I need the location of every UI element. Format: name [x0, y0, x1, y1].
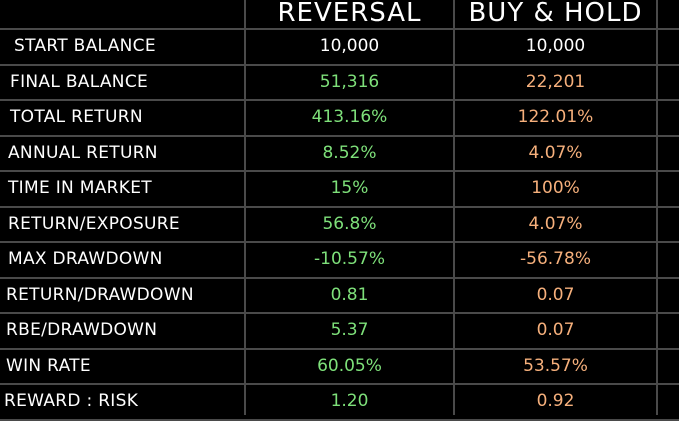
- reversal-value: 1.20: [330, 391, 369, 411]
- row-label: START BALANCE: [14, 36, 156, 56]
- reversal-value: 413.16%: [311, 107, 388, 127]
- table-row: TOTAL RETURN 413.16% 122.01%: [0, 100, 679, 135]
- buy-hold-value: 4.07%: [528, 143, 583, 163]
- reversal-value: 60.05%: [317, 356, 382, 376]
- header-buy-hold: BUY & HOLD: [468, 0, 643, 28]
- row-label: RETURN/DRAWDOWN: [6, 285, 194, 305]
- reversal-value: 8.52%: [322, 143, 377, 163]
- table-row: RETURN/EXPOSURE 56.8% 4.07%: [0, 207, 679, 242]
- reversal-value: 10,000: [319, 36, 380, 56]
- table-row: RBE/DRAWDOWN 5.37 0.07: [0, 313, 679, 348]
- row-label: TOTAL RETURN: [10, 107, 143, 127]
- buy-hold-value: 10,000: [525, 36, 586, 56]
- row-divider: [0, 99, 679, 101]
- header-reversal: REVERSAL: [277, 0, 422, 28]
- row-divider: [0, 64, 679, 66]
- reversal-value: 15%: [330, 178, 369, 198]
- row-divider: [0, 28, 679, 30]
- reversal-value: 0.81: [330, 285, 369, 305]
- table-row: MAX DRAWDOWN -10.57% -56.78%: [0, 242, 679, 277]
- reversal-value: -10.57%: [314, 249, 385, 269]
- row-label: MAX DRAWDOWN: [8, 249, 163, 269]
- reversal-value: 51,316: [319, 72, 380, 92]
- row-label: RETURN/EXPOSURE: [8, 214, 180, 234]
- table-row: START BALANCE 10,000 10,000: [0, 29, 679, 64]
- table-row: REWARD : RISK 1.20 0.92: [0, 384, 679, 419]
- table-row: RETURN/DRAWDOWN 0.81 0.07: [0, 278, 679, 313]
- table-row: ANNUAL RETURN 8.52% 4.07%: [0, 136, 679, 171]
- row-label: REWARD : RISK: [4, 391, 139, 411]
- buy-hold-value: 4.07%: [528, 214, 583, 234]
- row-divider: [0, 348, 679, 350]
- reversal-value: 5.37: [330, 320, 369, 340]
- row-label: FINAL BALANCE: [10, 72, 149, 92]
- reversal-value: 56.8%: [322, 214, 377, 234]
- row-divider: [0, 206, 679, 208]
- row-label: RBE/DRAWDOWN: [6, 320, 158, 340]
- table-row: FINAL BALANCE 51,316 22,201: [0, 65, 679, 100]
- buy-hold-value: -56.78%: [520, 249, 591, 269]
- table-row: WIN RATE 60.05% 53.57%: [0, 349, 679, 384]
- buy-hold-value: 100%: [531, 178, 580, 198]
- row-divider: [0, 277, 679, 279]
- row-divider: [0, 241, 679, 243]
- row-divider: [0, 383, 679, 385]
- buy-hold-value: 122.01%: [517, 107, 594, 127]
- row-divider: [0, 135, 679, 137]
- row-label: ANNUAL RETURN: [8, 143, 158, 163]
- buy-hold-value: 0.92: [536, 391, 575, 411]
- buy-hold-value: 0.07: [536, 285, 575, 305]
- row-divider: [0, 170, 679, 172]
- buy-hold-value: 53.57%: [523, 356, 588, 376]
- row-label: WIN RATE: [6, 356, 91, 376]
- row-divider: [0, 312, 679, 314]
- buy-hold-value: 22,201: [525, 72, 586, 92]
- row-label: TIME IN MARKET: [8, 178, 152, 198]
- buy-hold-value: 0.07: [536, 320, 575, 340]
- table-row: TIME IN MARKET 15% 100%: [0, 171, 679, 206]
